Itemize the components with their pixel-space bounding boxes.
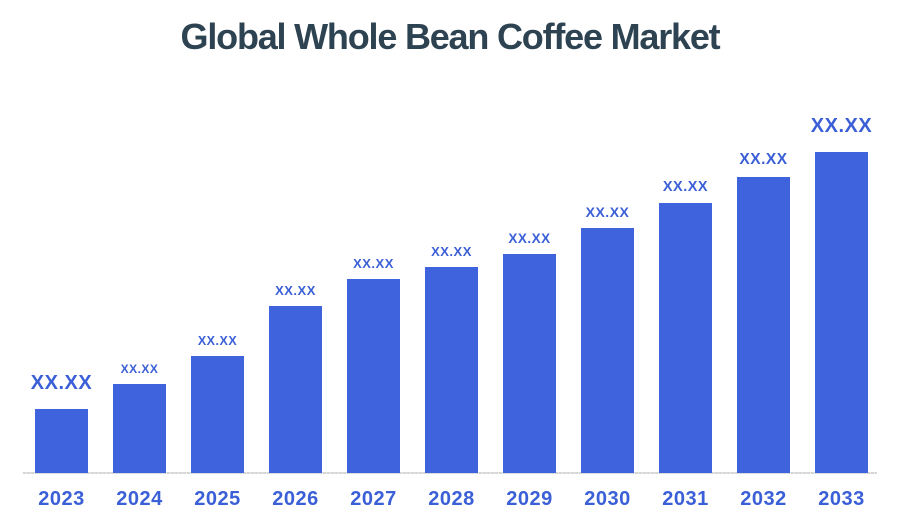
bar-2030 xyxy=(581,228,634,473)
x-tick-2026: 2026 xyxy=(272,488,319,510)
value-label-2028: XX.XX xyxy=(431,244,472,259)
value-label-2027: XX.XX xyxy=(353,256,394,271)
chart-title: Global Whole Bean Coffee Market xyxy=(180,16,721,57)
x-tick-2030: 2030 xyxy=(584,488,631,510)
value-label-2033: XX.XX xyxy=(810,115,873,137)
x-tick-2024: 2024 xyxy=(116,488,163,510)
x-tick-2028: 2028 xyxy=(428,488,475,510)
bar-2026 xyxy=(269,306,322,473)
bar-2028 xyxy=(425,267,478,473)
bar-2023 xyxy=(35,409,88,473)
value-label-2024: XX.XX xyxy=(120,362,159,376)
bar-2025 xyxy=(191,356,244,473)
value-label-2032: XX.XX xyxy=(739,151,788,168)
bar-2031 xyxy=(659,203,712,473)
x-axis-line xyxy=(23,472,877,474)
bar-2032 xyxy=(737,177,790,473)
x-tick-2027: 2027 xyxy=(350,488,397,510)
x-tick-2032: 2032 xyxy=(740,488,787,510)
value-label-2026: XX.XX xyxy=(275,283,316,298)
x-tick-2029: 2029 xyxy=(506,488,553,510)
x-tick-2031: 2031 xyxy=(662,488,709,510)
x-tick-2033: 2033 xyxy=(818,488,865,510)
bar-2033 xyxy=(815,152,868,473)
value-label-2030: XX.XX xyxy=(585,204,630,220)
bar-2024 xyxy=(113,384,166,473)
bar-2029 xyxy=(503,254,556,473)
bar-2027 xyxy=(347,279,400,473)
x-tick-2023: 2023 xyxy=(38,488,85,510)
x-tick-2025: 2025 xyxy=(194,488,241,510)
value-label-2031: XX.XX xyxy=(662,179,709,195)
value-label-2025: XX.XX xyxy=(197,334,238,348)
value-label-2023: XX.XX xyxy=(30,372,93,394)
value-label-2029: XX.XX xyxy=(508,231,551,246)
